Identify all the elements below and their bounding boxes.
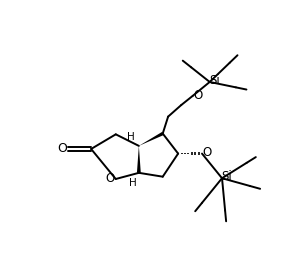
Text: O: O: [105, 172, 114, 185]
Text: H: H: [126, 132, 134, 142]
Text: H: H: [129, 178, 136, 188]
Text: O: O: [57, 143, 67, 155]
Polygon shape: [139, 132, 164, 146]
Text: Si: Si: [209, 74, 220, 87]
Polygon shape: [137, 146, 141, 173]
Text: O: O: [203, 146, 212, 159]
Text: O: O: [194, 89, 203, 102]
Text: Si: Si: [221, 170, 232, 183]
